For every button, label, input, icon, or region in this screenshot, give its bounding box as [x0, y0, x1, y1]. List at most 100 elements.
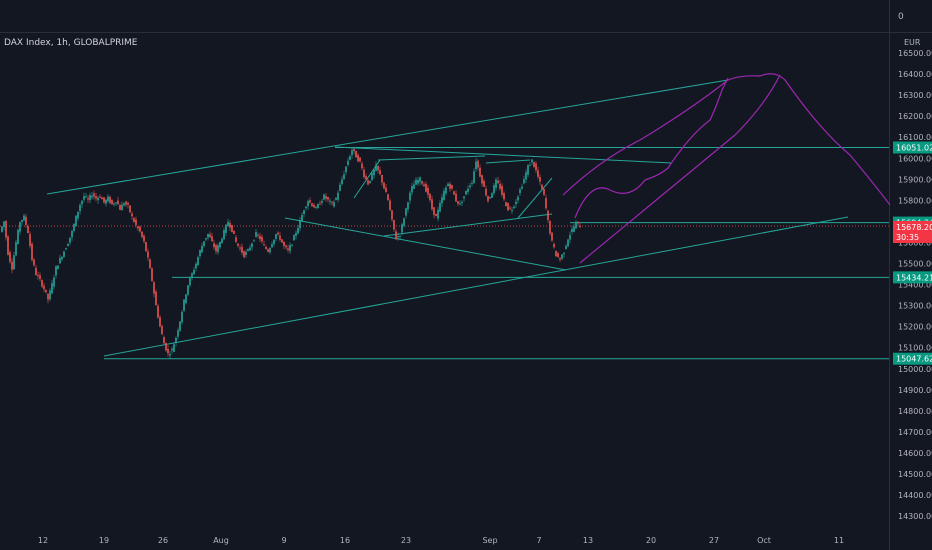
candle-body — [135, 219, 137, 226]
candle-body — [299, 219, 301, 229]
projection-path — [727, 73, 891, 206]
candle-body — [71, 230, 73, 238]
candle-body — [247, 249, 249, 252]
candle-body — [75, 215, 77, 227]
candle-body — [279, 235, 281, 240]
candle-body — [327, 196, 329, 200]
candle-body — [101, 197, 103, 200]
candle-body — [557, 253, 559, 258]
candle-body — [21, 219, 23, 223]
y-tick-label: 15000.00 — [898, 365, 932, 374]
price-level-badge — [893, 271, 932, 284]
candle-body — [111, 199, 113, 205]
symbol-title[interactable]: DAX Index, 1h, GLOBALPRIME — [4, 38, 138, 48]
candle-body — [211, 236, 213, 242]
candle-body — [199, 250, 201, 257]
x-tick-label: 23 — [401, 536, 411, 545]
candle-body — [49, 290, 51, 300]
candle-body — [53, 277, 55, 287]
candle-body — [257, 234, 259, 236]
candle-body — [373, 169, 375, 176]
candle-body — [391, 210, 393, 220]
candle-body — [493, 185, 495, 194]
candle-body — [539, 176, 541, 182]
candle-body — [95, 196, 97, 199]
candle-body — [109, 196, 111, 203]
price-level-label: 15434.21 — [896, 273, 932, 282]
candle-body — [411, 186, 413, 193]
projection-path — [579, 74, 781, 264]
candle-body — [179, 321, 181, 331]
y-tick-label: 15100.00 — [898, 344, 932, 353]
candle-body — [351, 150, 353, 156]
y-tick-label: 16000.00 — [898, 154, 932, 163]
candle-body — [415, 179, 417, 185]
candle-body — [85, 196, 87, 198]
candle-body — [273, 239, 275, 245]
candle-body — [143, 235, 145, 242]
candle-body — [543, 188, 545, 195]
y-tick-label: 16100.00 — [898, 133, 932, 142]
candle-body — [467, 188, 469, 192]
candle-body — [139, 226, 141, 232]
current-price-label: 15678.20 — [896, 223, 932, 232]
candle-body — [321, 200, 323, 203]
candle-body — [519, 189, 521, 194]
candle-body — [435, 214, 437, 217]
candle-body — [489, 197, 491, 199]
candle-body — [355, 150, 357, 158]
candle-body — [325, 196, 327, 199]
currency-label[interactable]: EUR — [904, 38, 921, 47]
candle-body — [81, 200, 83, 205]
candle-body — [475, 161, 477, 170]
candle-body — [67, 244, 69, 247]
y-tick-label: 14300.00 — [898, 512, 932, 521]
candle-body — [379, 170, 381, 175]
candle-body — [47, 293, 49, 300]
candle-body — [517, 196, 519, 201]
candle-body — [269, 248, 271, 253]
candle-body — [363, 169, 365, 177]
candle-body — [303, 210, 305, 215]
candle-body — [63, 251, 65, 257]
candle-body — [35, 267, 37, 276]
candle-body — [155, 291, 157, 306]
candle-body — [237, 243, 239, 246]
top-value: 0 — [898, 12, 904, 22]
candle-body — [523, 179, 525, 184]
candle-body — [113, 203, 115, 205]
candle-body — [547, 210, 549, 221]
y-tick-label: 14400.00 — [898, 491, 932, 500]
countdown-label: 30:35 — [896, 233, 919, 242]
candle-body — [117, 200, 119, 205]
candle-body — [7, 236, 9, 255]
candle-body — [525, 172, 527, 180]
candle-body — [37, 274, 39, 277]
candle-body — [541, 184, 543, 190]
candle-body — [25, 216, 27, 225]
candle-body — [203, 241, 205, 247]
candle-body — [477, 160, 479, 168]
candle-body — [403, 218, 405, 226]
candle-body — [77, 211, 79, 219]
candle-body — [465, 190, 467, 195]
candle-body — [413, 184, 415, 189]
candle-body — [161, 326, 163, 335]
candle-body — [407, 202, 409, 210]
candle-body — [235, 237, 237, 243]
candle-body — [97, 197, 99, 201]
candle-body — [555, 250, 557, 257]
candle-body — [311, 203, 313, 207]
candle-body — [529, 164, 531, 166]
candle-body — [361, 163, 363, 169]
x-tick-label: 20 — [646, 536, 656, 545]
candle-body — [357, 154, 359, 162]
projection-path — [562, 79, 729, 196]
candle-body — [127, 202, 129, 205]
candle-body — [503, 193, 505, 200]
candle-body — [545, 197, 547, 209]
candle-body — [5, 221, 7, 238]
candle-body — [389, 200, 391, 211]
candle-body — [107, 196, 109, 202]
